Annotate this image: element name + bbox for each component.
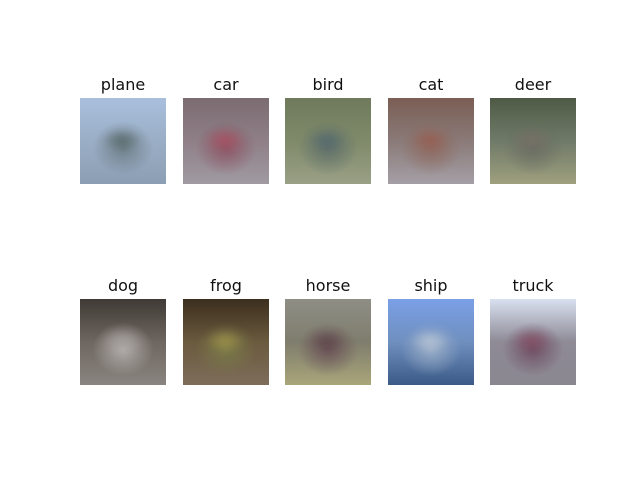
panel-title: deer [514,75,552,94]
deer-mean-image [490,98,576,184]
panel-title: ship [414,276,448,295]
ship-mean-image [388,299,474,385]
image-subject-accent [512,329,552,353]
image-subject-accent [102,329,142,353]
truck-mean-image [490,299,576,385]
image-subject-accent [512,128,552,152]
panel-title: dog [107,276,139,295]
panel-title: bird [312,75,344,94]
frog-mean-image [183,299,269,385]
image-subject-accent [205,329,245,353]
car-mean-image [183,98,269,184]
image-subject-accent [307,329,347,353]
panel-title: plane [100,75,146,94]
image-subject-accent [205,128,245,152]
panel-title: truck [512,276,554,295]
plane-mean-image [80,98,166,184]
panel-title: horse [305,276,351,295]
panel-title: cat [418,75,444,94]
image-subject-accent [307,128,347,152]
image-subject-accent [410,329,450,353]
bird-mean-image [285,98,371,184]
dog-mean-image [80,299,166,385]
image-subject-accent [410,128,450,152]
panel-title: frog [210,276,242,295]
image-subject-accent [102,128,142,152]
cat-mean-image [388,98,474,184]
horse-mean-image [285,299,371,385]
panel-title: car [213,75,239,94]
